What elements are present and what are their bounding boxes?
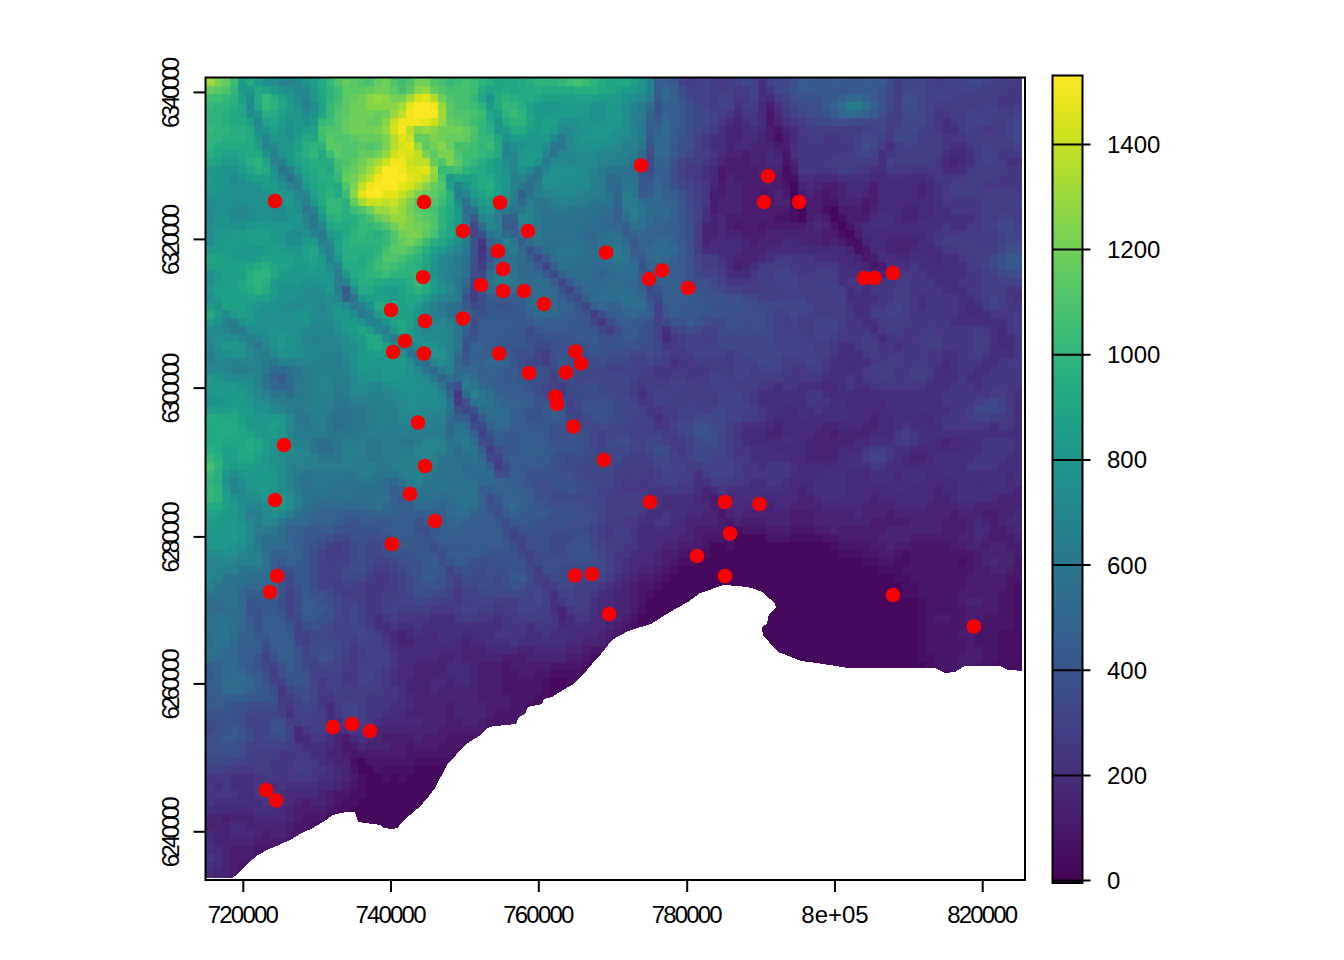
svg-text:400: 400 <box>1107 657 1147 684</box>
svg-text:1400: 1400 <box>1107 131 1160 158</box>
svg-text:200: 200 <box>1107 762 1147 789</box>
svg-text:6280000: 6280000 <box>157 501 184 572</box>
svg-text:720000: 720000 <box>208 901 279 928</box>
svg-text:6320000: 6320000 <box>157 204 184 275</box>
svg-text:6340000: 6340000 <box>157 57 184 128</box>
svg-text:820000: 820000 <box>947 901 1018 928</box>
svg-text:800: 800 <box>1107 446 1147 473</box>
svg-text:0: 0 <box>1107 867 1120 894</box>
svg-text:1200: 1200 <box>1107 236 1160 263</box>
svg-text:760000: 760000 <box>503 901 574 928</box>
svg-text:8e+05: 8e+05 <box>801 901 868 928</box>
svg-text:740000: 740000 <box>356 901 427 928</box>
svg-text:600: 600 <box>1107 552 1147 579</box>
svg-text:6240000: 6240000 <box>157 796 184 867</box>
svg-text:6260000: 6260000 <box>157 648 184 719</box>
svg-text:780000: 780000 <box>652 901 723 928</box>
svg-text:6300000: 6300000 <box>157 353 184 424</box>
svg-text:1000: 1000 <box>1107 341 1160 368</box>
